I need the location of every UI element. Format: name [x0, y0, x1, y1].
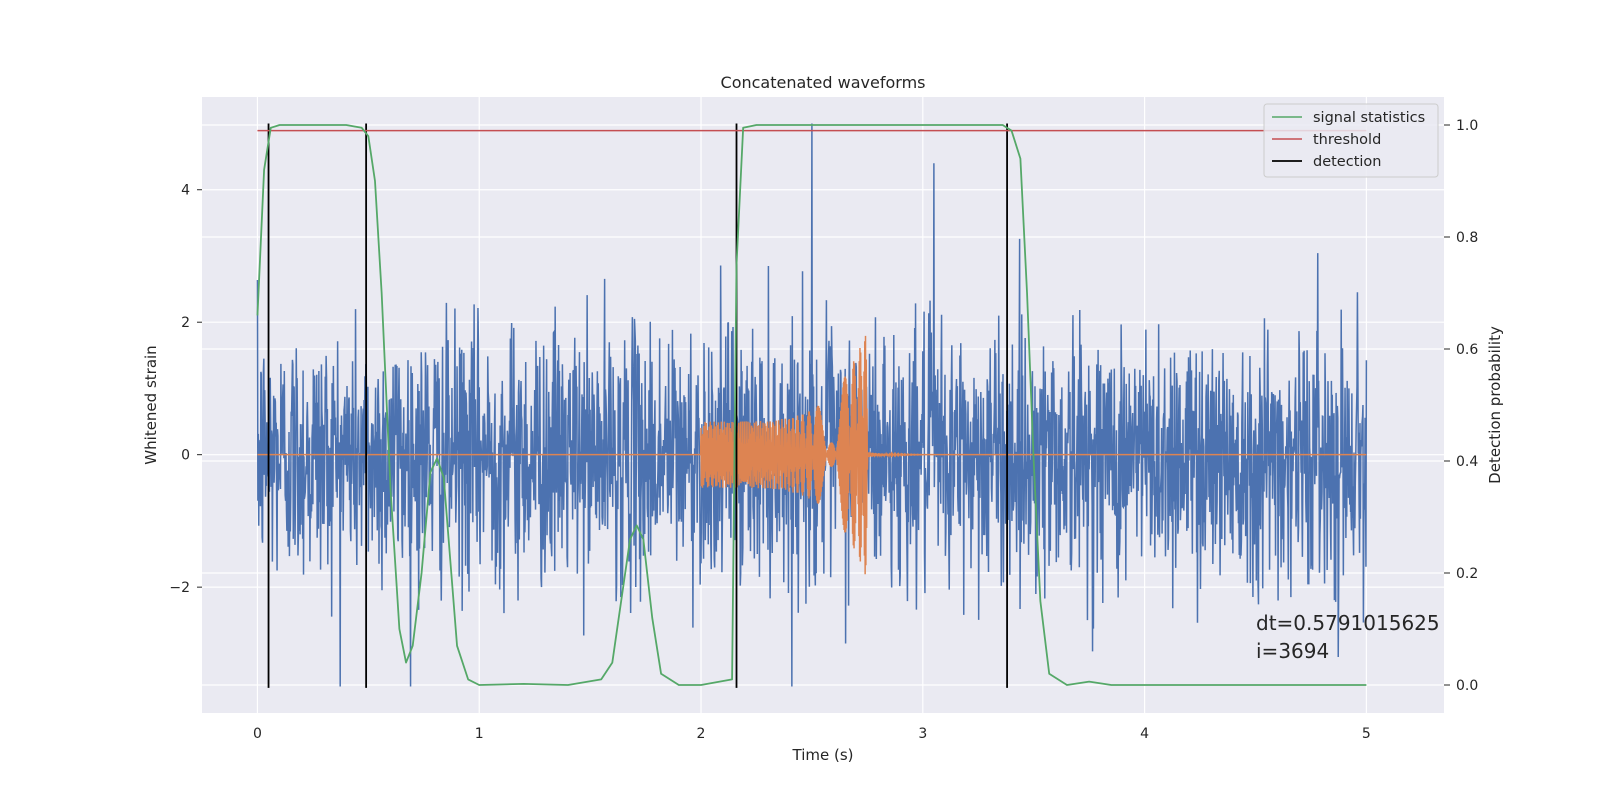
legend-label-detection: detection — [1313, 154, 1381, 170]
y-axis-left-label: Whitened strain — [142, 345, 160, 464]
annotation-line-2: i=3694 — [1256, 639, 1329, 663]
y-axis-left-ticks: −2 0 2 4 — [169, 183, 202, 596]
series-whitened-strain-line — [256, 123, 1368, 687]
x-tick-label: 3 — [918, 726, 927, 742]
signal-statistics-line — [256, 124, 1367, 686]
y-right-tick-label: 0.8 — [1456, 230, 1478, 246]
annotation-text: dt=0.5791015625 i=3694 — [1256, 611, 1446, 663]
x-axis-ticks: 0 1 2 3 4 5 — [253, 726, 1371, 742]
y-axis-right-ticks: 0.0 0.2 0.4 0.6 0.8 1.0 — [1444, 118, 1478, 694]
legend: signal statistics threshold detection — [1263, 103, 1439, 178]
series-injected-waveform-line — [257, 335, 1367, 575]
y-left-tick-label: 2 — [181, 315, 190, 331]
y-left-tick-label: −2 — [169, 580, 190, 596]
y-axis-right-label: Detection probability — [1486, 326, 1504, 484]
x-axis-label: Time (s) — [792, 746, 854, 764]
legend-label-threshold: threshold — [1313, 132, 1381, 148]
x-tick-label: 0 — [253, 726, 262, 742]
y-right-tick-label: 1.0 — [1456, 118, 1478, 134]
x-tick-label: 1 — [475, 726, 484, 742]
y-right-tick-label: 0.2 — [1456, 566, 1478, 582]
y-right-tick-label: 0.6 — [1456, 342, 1478, 358]
y-left-tick-label: 4 — [181, 183, 190, 199]
y-right-tick-label: 0.4 — [1456, 454, 1478, 470]
legend-box — [1263, 103, 1439, 178]
plot-area — [256, 123, 1368, 688]
y-left-tick-label: 0 — [181, 448, 190, 464]
plot-background — [202, 97, 1444, 713]
annotation-line-1: dt=0.5791015625 — [1256, 611, 1440, 635]
x-tick-label: 2 — [697, 726, 706, 742]
x-tick-label: 5 — [1362, 726, 1371, 742]
chart-title: Concatenated waveforms — [721, 73, 926, 92]
x-tick-label: 4 — [1140, 726, 1149, 742]
y-right-tick-label: 0.0 — [1456, 678, 1478, 694]
legend-label-signal-statistics: signal statistics — [1313, 110, 1425, 126]
